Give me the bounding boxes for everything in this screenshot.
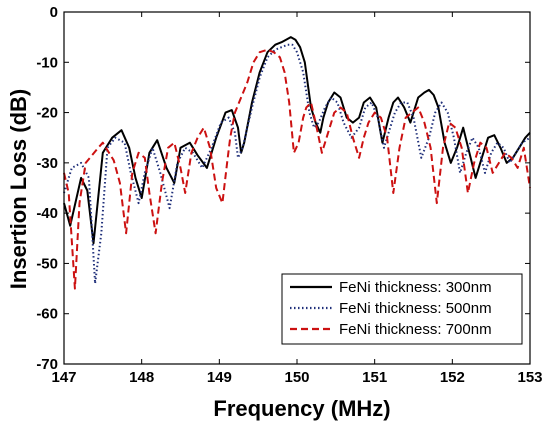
y-tick-labels: 0 -10 -20 -30 -40 -50 -60 -70 — [36, 4, 58, 373]
legend-label-500nm: FeNi thickness: 500nm — [339, 300, 492, 317]
x-tick-labels: 147 148 149 150 151 152 153 — [51, 369, 542, 386]
tick-marks — [63, 11, 531, 365]
y-tick-label: -50 — [36, 255, 58, 272]
y-tick-label: -30 — [36, 155, 58, 172]
y-tick-label: -20 — [36, 105, 58, 122]
x-tick-label: 153 — [517, 369, 542, 386]
x-tick-label: 148 — [129, 369, 154, 386]
y-tick-label: -40 — [36, 205, 58, 222]
y-tick-label: -70 — [36, 356, 58, 373]
series-300nm-line — [63, 36, 531, 245]
x-tick-label: 151 — [362, 369, 387, 386]
legend-label-700nm: FeNi thickness: 700nm — [339, 321, 492, 338]
legend-label-300nm: FeNi thickness: 300nm — [339, 279, 492, 296]
series-700nm-line — [63, 48, 531, 290]
series-500nm-line — [63, 43, 531, 285]
y-tick-label: -10 — [36, 54, 58, 71]
x-tick-label: 147 — [51, 369, 76, 386]
x-tick-label: 149 — [207, 369, 232, 386]
series-layer — [63, 36, 531, 290]
x-tick-label: 150 — [284, 369, 309, 386]
y-tick-label: -60 — [36, 306, 58, 323]
x-axis-title: Frequency (MHz) — [213, 396, 390, 421]
legend: FeNi thickness: 300nm FeNi thickness: 50… — [281, 273, 523, 345]
y-tick-label: 0 — [50, 4, 58, 21]
x-tick-label: 152 — [440, 369, 465, 386]
y-axis-title: Insertion Loss (dB) — [6, 89, 31, 289]
